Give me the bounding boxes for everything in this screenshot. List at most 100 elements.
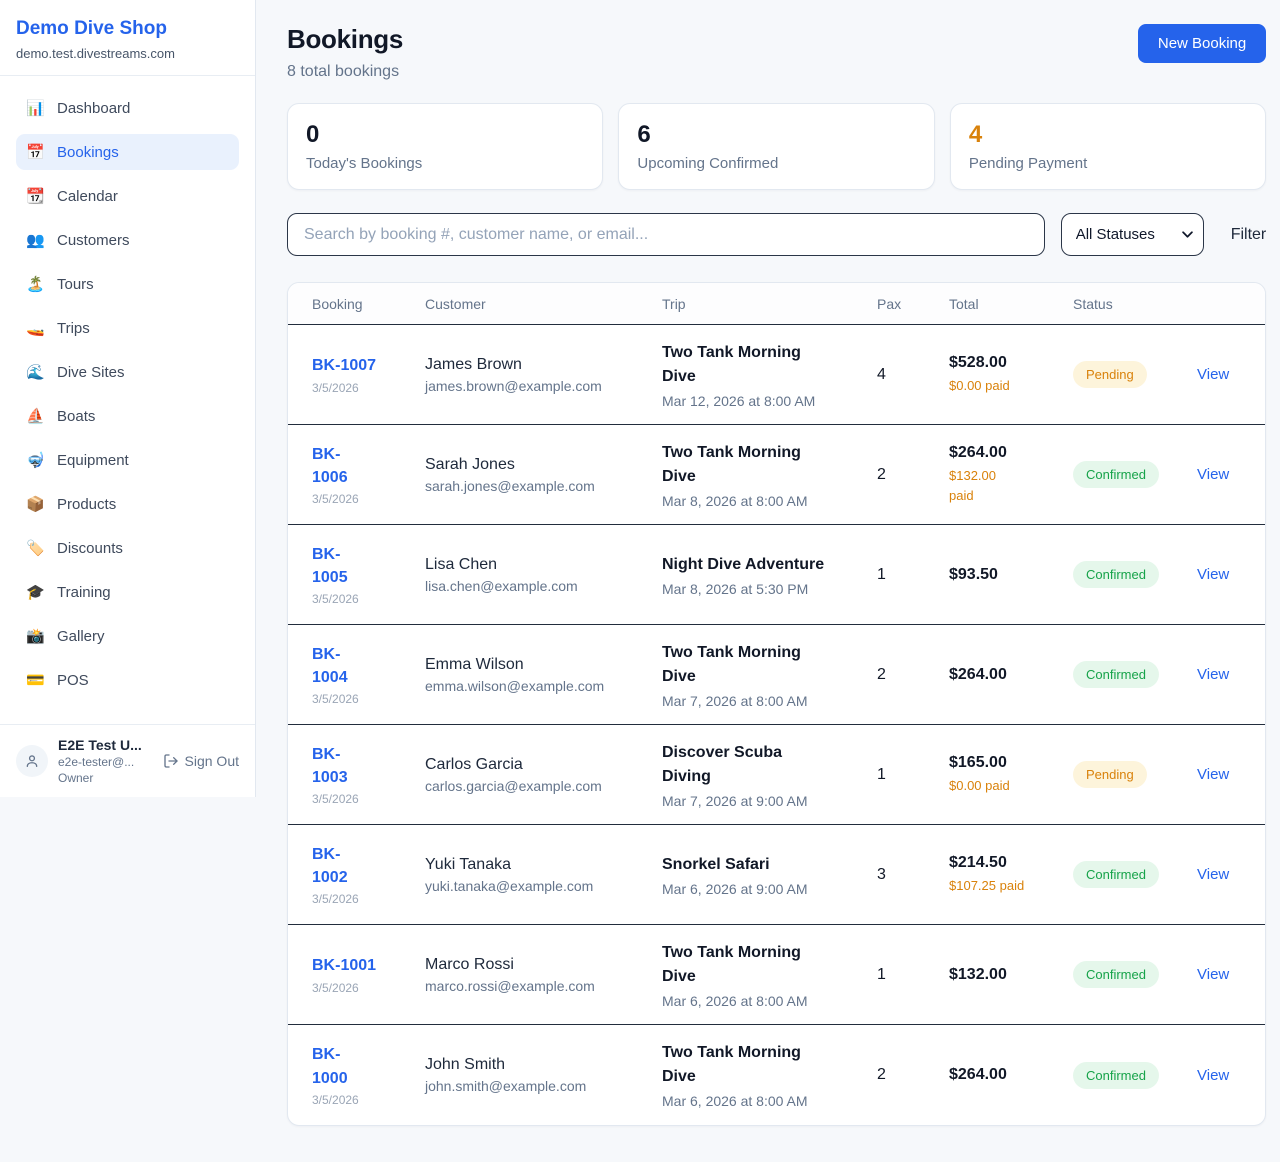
- view-link[interactable]: View: [1197, 566, 1230, 583]
- booking-date: 3/5/2026: [312, 380, 359, 395]
- sidebar-item-calendar[interactable]: 📆 Calendar: [16, 178, 239, 214]
- status-badge: Pending: [1073, 761, 1147, 788]
- trip-datetime: Mar 7, 2026 at 8:00 AM: [662, 692, 808, 709]
- sidebar-item-customers[interactable]: 👥 Customers: [16, 222, 239, 258]
- sidebar-item-training[interactable]: 🎓 Training: [16, 574, 239, 610]
- sidebar-item-bookings[interactable]: 📅 Bookings: [16, 134, 239, 170]
- view-link[interactable]: View: [1197, 366, 1230, 383]
- sidebar-item-boats[interactable]: ⛵ Boats: [16, 398, 239, 434]
- col-header-customer: Customer: [425, 295, 486, 312]
- search-input[interactable]: [287, 213, 1045, 256]
- island-icon: 🏝️: [26, 276, 45, 293]
- sidebar-item-dashboard[interactable]: 📊 Dashboard: [16, 90, 239, 126]
- sidebar-item-discounts[interactable]: 🏷️ Discounts: [16, 530, 239, 566]
- col-header-trip: Trip: [662, 295, 686, 312]
- pax-cell: 3: [877, 865, 886, 883]
- status-badge: Confirmed: [1073, 961, 1159, 988]
- booking-id-link[interactable]: BK- 1002: [312, 845, 348, 886]
- status-badge: Confirmed: [1073, 1061, 1159, 1089]
- booking-id-link[interactable]: BK- 1006: [312, 445, 348, 486]
- booking-id-link[interactable]: BK-1007: [312, 357, 377, 375]
- booking-id-link[interactable]: BK- 1005: [312, 545, 348, 586]
- filter-button[interactable]: Filter: [1230, 225, 1267, 243]
- sidebar-item-label: Dashboard: [57, 99, 131, 117]
- trip-cell: Two Tank Morning Dive Mar 6, 2026 at 8:0…: [662, 941, 877, 1009]
- package-icon: 📦: [26, 496, 45, 513]
- total-cell: $264.00 $132.00 paid: [949, 444, 1073, 505]
- sidebar-item-pos[interactable]: 💳 POS: [16, 662, 239, 698]
- view-link[interactable]: View: [1197, 766, 1230, 783]
- sidebar-item-equipment[interactable]: 🤿 Equipment: [16, 442, 239, 478]
- status-cell: Confirmed: [1073, 1061, 1197, 1089]
- pax-cell: 1: [877, 565, 886, 583]
- pax-cell: 4: [877, 365, 886, 383]
- view-link[interactable]: View: [1197, 966, 1230, 983]
- new-booking-button[interactable]: New Booking: [1137, 24, 1267, 63]
- stats-row: 0 Today's Bookings 6 Upcoming Confirmed …: [287, 103, 1267, 190]
- trip-name: Two Tank Morning Dive: [662, 343, 801, 385]
- table-row: BK-1001 3/5/2026 Marco Rossi marco.rossi…: [288, 925, 1266, 1025]
- table-row: BK- 1000 3/5/2026 John Smith john.smith@…: [288, 1025, 1265, 1125]
- customer-name: Marco Rossi: [425, 955, 514, 973]
- table-row: BK-1007 3/5/2026 James Brown james.brown…: [288, 325, 1266, 425]
- camera-icon: 📸: [26, 628, 45, 645]
- actions-cell: View: [1197, 366, 1241, 383]
- stat-label: Today's Bookings: [306, 155, 423, 172]
- customer-name: Emma Wilson: [425, 655, 524, 673]
- paid-amount: $0.00 paid: [949, 777, 1010, 793]
- booking-date: 3/5/2026: [312, 1092, 359, 1107]
- sidebar-item-label: Tours: [57, 275, 94, 293]
- sidebar-item-label: Discounts: [57, 539, 123, 557]
- sidebar-item-gallery[interactable]: 📸 Gallery: [16, 618, 239, 654]
- sidebar-item-label: Trips: [57, 319, 90, 337]
- paid-amount: $107.25 paid: [949, 877, 1025, 893]
- sidebar-item-dive-sites[interactable]: 🌊 Dive Sites: [16, 354, 239, 390]
- actions-cell: View: [1197, 966, 1241, 983]
- paid-amount: $132.00 paid: [949, 468, 996, 503]
- user-email: e2e-tester@...: [58, 755, 135, 769]
- sidebar-item-products[interactable]: 📦 Products: [16, 486, 239, 522]
- booking-id-link[interactable]: BK-1001: [312, 957, 377, 975]
- trip-name: Two Tank Morning Dive: [662, 443, 801, 485]
- pax-cell: 2: [877, 465, 886, 483]
- sign-out-label: Sign Out: [184, 753, 239, 769]
- pax-cell: 2: [877, 1066, 886, 1083]
- trip-datetime: Mar 6, 2026 at 8:00 AM: [662, 992, 808, 1009]
- view-link[interactable]: View: [1197, 866, 1230, 883]
- status-filter-select[interactable]: All Statuses: [1060, 213, 1204, 256]
- trip-datetime: Mar 7, 2026 at 9:00 AM: [662, 792, 808, 809]
- total-amount: $528.00: [949, 353, 1007, 371]
- actions-cell: View: [1197, 666, 1241, 683]
- customer-email: emma.wilson@example.com: [425, 677, 605, 694]
- booking-id-link[interactable]: BK- 1000: [312, 1046, 348, 1087]
- customer-email: john.smith@example.com: [425, 1078, 587, 1094]
- sign-out-button[interactable]: Sign Out: [163, 753, 239, 769]
- booking-id-link[interactable]: BK- 1004: [312, 645, 348, 686]
- booking-cell: BK- 1006 3/5/2026: [312, 443, 425, 506]
- sidebar-item-label: Calendar: [57, 187, 118, 205]
- view-link[interactable]: View: [1197, 666, 1230, 683]
- col-header-booking: Booking: [312, 295, 363, 312]
- booking-date: 3/5/2026: [312, 592, 359, 607]
- calendar-icon: 📅: [26, 144, 45, 161]
- total-cell: $93.50: [949, 566, 1073, 584]
- status-cell: Confirmed: [1073, 961, 1197, 988]
- graduation-cap-icon: 🎓: [26, 584, 45, 601]
- customer-cell: James Brown james.brown@example.com: [425, 356, 662, 394]
- trip-cell: Two Tank Morning Dive Mar 6, 2026 at 8:0…: [662, 1041, 877, 1109]
- customer-email: marco.rossi@example.com: [425, 977, 595, 994]
- sidebar-item-label: Boats: [57, 407, 96, 425]
- customer-name: Sarah Jones: [425, 455, 515, 473]
- booking-cell: BK- 1005 3/5/2026: [312, 543, 425, 606]
- sidebar-item-tours[interactable]: 🏝️ Tours: [16, 266, 239, 302]
- sidebar-item-label: Dive Sites: [57, 363, 125, 381]
- table-row: BK- 1005 3/5/2026 Lisa Chen lisa.chen@ex…: [288, 525, 1266, 625]
- view-link[interactable]: View: [1197, 466, 1230, 483]
- booking-id-link[interactable]: BK- 1003: [312, 745, 348, 786]
- sidebar-item-trips[interactable]: 🚤 Trips: [16, 310, 239, 346]
- trip-name: Night Dive Adventure: [662, 555, 825, 573]
- booking-cell: BK- 1000 3/5/2026: [312, 1043, 425, 1106]
- dive-mask-icon: 🤿: [26, 452, 45, 469]
- status-badge: Confirmed: [1073, 561, 1159, 588]
- view-link[interactable]: View: [1197, 1066, 1230, 1084]
